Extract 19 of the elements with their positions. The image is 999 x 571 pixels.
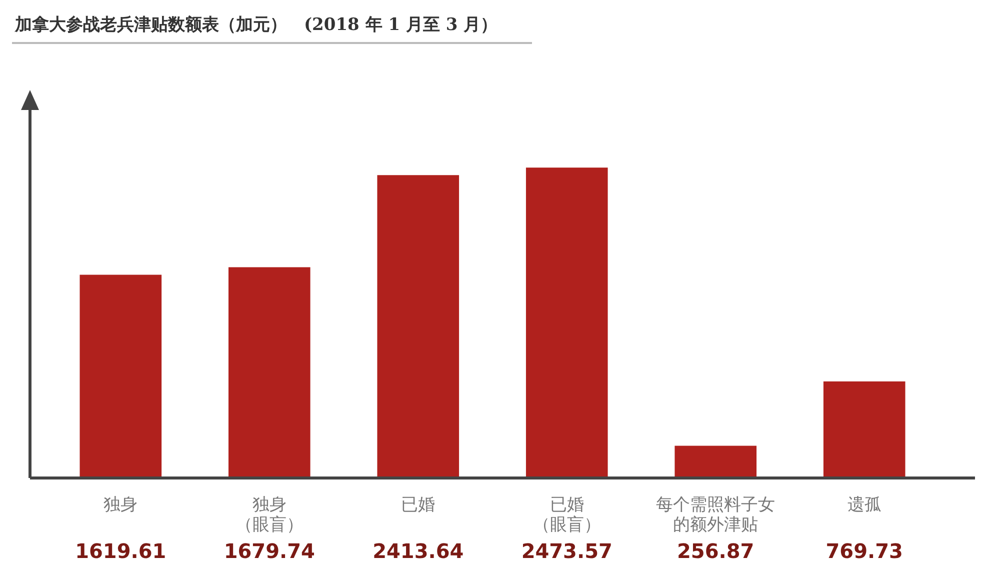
bar xyxy=(377,175,460,478)
bar xyxy=(80,274,162,478)
bar xyxy=(526,168,608,478)
x-tick-label: 每个需照料子女的额外津贴 xyxy=(656,495,776,535)
bar xyxy=(674,446,757,478)
data-label: 2413.64 xyxy=(372,539,464,563)
bar xyxy=(228,267,310,478)
data-label: 1679.74 xyxy=(224,539,315,563)
x-tick-label: 独身（眼盲） xyxy=(235,495,304,535)
data-label: 2473.57 xyxy=(521,539,612,563)
data-label: 1619.61 xyxy=(75,539,166,563)
chart-title: 加拿大参战老兵津贴数额表（加元） (2018 年 1 月至 3 月） xyxy=(14,15,498,35)
data-label: 769.73 xyxy=(826,539,903,563)
x-tick-label: 遗孤 xyxy=(847,495,882,515)
bar xyxy=(823,381,906,478)
x-tick-label: 已婚 xyxy=(401,495,436,515)
x-tick-label: 独身 xyxy=(104,495,138,515)
data-label: 256.87 xyxy=(677,539,754,563)
x-tick-label: 已婚（眼盲） xyxy=(532,495,601,535)
